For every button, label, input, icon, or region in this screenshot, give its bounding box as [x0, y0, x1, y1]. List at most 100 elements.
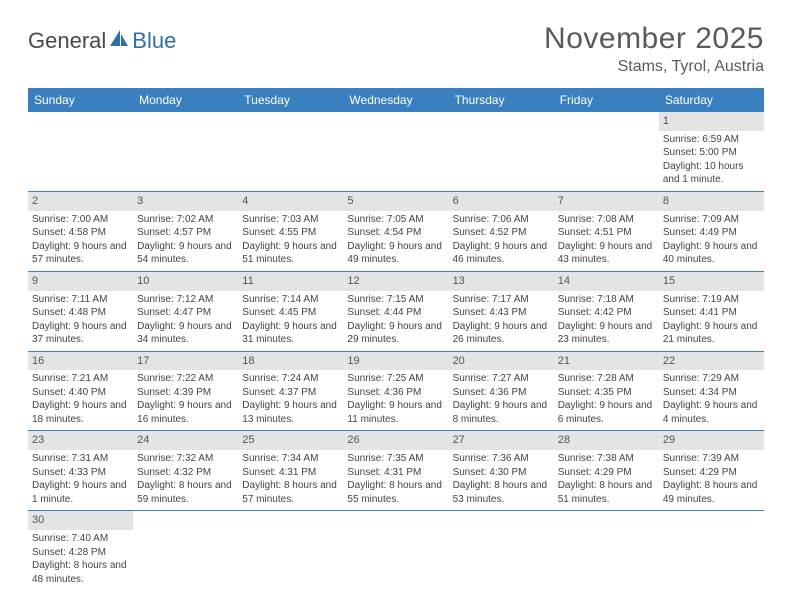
calendar-day-cell: 22Sunrise: 7:29 AMSunset: 4:34 PMDayligh…	[659, 351, 764, 431]
daylight-text: Daylight: 9 hours and 57 minutes.	[32, 240, 129, 267]
daylight-text: Daylight: 9 hours and 49 minutes.	[347, 240, 444, 267]
weekday-header: Thursday	[449, 88, 554, 112]
calendar-day-cell: 11Sunrise: 7:14 AMSunset: 4:45 PMDayligh…	[238, 271, 343, 351]
sunrise-text: Sunrise: 7:35 AM	[347, 452, 444, 466]
day-details: Sunrise: 7:40 AMSunset: 4:28 PMDaylight:…	[32, 532, 129, 586]
calendar-week-row: 16Sunrise: 7:21 AMSunset: 4:40 PMDayligh…	[28, 351, 764, 431]
sunrise-text: Sunrise: 7:36 AM	[453, 452, 550, 466]
daylight-text: Daylight: 9 hours and 1 minute.	[32, 479, 129, 506]
day-details: Sunrise: 7:34 AMSunset: 4:31 PMDaylight:…	[242, 452, 339, 506]
day-number: 13	[449, 272, 554, 291]
header: General Blue November 2025 Stams, Tyrol,…	[28, 22, 764, 76]
day-details: Sunrise: 7:05 AMSunset: 4:54 PMDaylight:…	[347, 213, 444, 267]
day-details: Sunrise: 7:08 AMSunset: 4:51 PMDaylight:…	[558, 213, 655, 267]
calendar-day-cell: 20Sunrise: 7:27 AMSunset: 4:36 PMDayligh…	[449, 351, 554, 431]
day-number: 23	[28, 431, 133, 450]
daylight-text: Daylight: 9 hours and 43 minutes.	[558, 240, 655, 267]
weekday-header: Friday	[554, 88, 659, 112]
daylight-text: Daylight: 10 hours and 1 minute.	[663, 160, 760, 187]
calendar-week-row: 23Sunrise: 7:31 AMSunset: 4:33 PMDayligh…	[28, 431, 764, 511]
calendar-day-cell: 9Sunrise: 7:11 AMSunset: 4:48 PMDaylight…	[28, 271, 133, 351]
daylight-text: Daylight: 9 hours and 16 minutes.	[137, 399, 234, 426]
sunrise-text: Sunrise: 7:12 AM	[137, 293, 234, 307]
calendar-day-cell	[238, 112, 343, 191]
daylight-text: Daylight: 8 hours and 57 minutes.	[242, 479, 339, 506]
sunset-text: Sunset: 4:58 PM	[32, 226, 129, 240]
day-number: 20	[449, 352, 554, 371]
day-details: Sunrise: 7:09 AMSunset: 4:49 PMDaylight:…	[663, 213, 760, 267]
month-title: November 2025	[544, 22, 764, 56]
day-details: Sunrise: 7:25 AMSunset: 4:36 PMDaylight:…	[347, 372, 444, 426]
sunset-text: Sunset: 4:49 PM	[663, 226, 760, 240]
daylight-text: Daylight: 9 hours and 23 minutes.	[558, 320, 655, 347]
sunset-text: Sunset: 4:33 PM	[32, 466, 129, 480]
day-number: 14	[554, 272, 659, 291]
sunrise-text: Sunrise: 7:15 AM	[347, 293, 444, 307]
day-details: Sunrise: 7:28 AMSunset: 4:35 PMDaylight:…	[558, 372, 655, 426]
sunrise-text: Sunrise: 7:24 AM	[242, 372, 339, 386]
sunset-text: Sunset: 4:41 PM	[663, 306, 760, 320]
sunrise-text: Sunrise: 7:09 AM	[663, 213, 760, 227]
sunset-text: Sunset: 4:29 PM	[558, 466, 655, 480]
daylight-text: Daylight: 9 hours and 54 minutes.	[137, 240, 234, 267]
day-number: 26	[343, 431, 448, 450]
sunrise-text: Sunrise: 7:17 AM	[453, 293, 550, 307]
sunset-text: Sunset: 4:31 PM	[242, 466, 339, 480]
calendar-day-cell: 21Sunrise: 7:28 AMSunset: 4:35 PMDayligh…	[554, 351, 659, 431]
day-details: Sunrise: 7:35 AMSunset: 4:31 PMDaylight:…	[347, 452, 444, 506]
daylight-text: Daylight: 9 hours and 51 minutes.	[242, 240, 339, 267]
calendar-week-row: 1Sunrise: 6:59 AMSunset: 5:00 PMDaylight…	[28, 112, 764, 191]
calendar-day-cell: 30 Sunrise: 7:40 AMSunset: 4:28 PMDayligh…	[28, 511, 133, 590]
day-details: Sunrise: 7:39 AMSunset: 4:29 PMDaylight:…	[663, 452, 760, 506]
daylight-text: Daylight: 9 hours and 26 minutes.	[453, 320, 550, 347]
sunrise-text: Sunrise: 7:40 AM	[32, 532, 129, 546]
title-block: November 2025 Stams, Tyrol, Austria	[544, 22, 764, 76]
calendar-day-cell: 14 Sunrise: 7:18 AMSunset: 4:42 PMDayligh…	[554, 271, 659, 351]
day-details: Sunrise: 7:27 AMSunset: 4:36 PMDaylight:…	[453, 372, 550, 426]
day-number: 24	[133, 431, 238, 450]
daylight-text: Daylight: 8 hours and 59 minutes.	[137, 479, 234, 506]
sunset-text: Sunset: 4:42 PM	[558, 306, 655, 320]
sunset-text: Sunset: 4:32 PM	[137, 466, 234, 480]
sunset-text: Sunset: 4:48 PM	[32, 306, 129, 320]
day-number: 30	[28, 511, 133, 530]
weekday-header-row: Sunday Monday Tuesday Wednesday Thursday…	[28, 88, 764, 112]
day-details: Sunrise: 7:12 AMSunset: 4:47 PMDaylight:…	[137, 293, 234, 347]
day-details: Sunrise: 7:02 AMSunset: 4:57 PMDaylight:…	[137, 213, 234, 267]
sunrise-text: Sunrise: 7:14 AM	[242, 293, 339, 307]
daylight-text: Daylight: 9 hours and 46 minutes.	[453, 240, 550, 267]
sunrise-text: Sunrise: 7:18 AM	[558, 293, 655, 307]
calendar-day-cell	[343, 112, 448, 191]
calendar-day-cell: 23 Sunrise: 7:31 AMSunset: 4:33 PMDayligh…	[28, 431, 133, 511]
sunrise-text: Sunrise: 7:08 AM	[558, 213, 655, 227]
sunset-text: Sunset: 4:40 PM	[32, 386, 129, 400]
day-details: Sunrise: 7:15 AMSunset: 4:44 PMDaylight:…	[347, 293, 444, 347]
sunset-text: Sunset: 4:29 PM	[663, 466, 760, 480]
sunset-text: Sunset: 4:36 PM	[453, 386, 550, 400]
sunrise-text: Sunrise: 7:28 AM	[558, 372, 655, 386]
calendar-day-cell: 15Sunrise: 7:19 AMSunset: 4:41 PMDayligh…	[659, 271, 764, 351]
calendar-day-cell: 19Sunrise: 7:25 AMSunset: 4:36 PMDayligh…	[343, 351, 448, 431]
sunset-text: Sunset: 4:34 PM	[663, 386, 760, 400]
day-number: 11	[238, 272, 343, 291]
day-number: 6	[449, 192, 554, 211]
daylight-text: Daylight: 9 hours and 6 minutes.	[558, 399, 655, 426]
sunset-text: Sunset: 4:39 PM	[137, 386, 234, 400]
day-number: 5	[343, 192, 448, 211]
sunrise-text: Sunrise: 7:31 AM	[32, 452, 129, 466]
day-details: Sunrise: 7:38 AMSunset: 4:29 PMDaylight:…	[558, 452, 655, 506]
day-number: 25	[238, 431, 343, 450]
sunset-text: Sunset: 4:52 PM	[453, 226, 550, 240]
calendar-day-cell: 25 Sunrise: 7:34 AMSunset: 4:31 PMDayligh…	[238, 431, 343, 511]
day-number: 1	[659, 112, 764, 131]
day-number: 2	[28, 192, 133, 211]
day-number: 29	[659, 431, 764, 450]
day-details: Sunrise: 7:32 AMSunset: 4:32 PMDaylight:…	[137, 452, 234, 506]
calendar-day-cell: 3Sunrise: 7:02 AMSunset: 4:57 PMDaylight…	[133, 191, 238, 271]
location: Stams, Tyrol, Austria	[544, 58, 764, 76]
calendar-day-cell	[133, 511, 238, 590]
calendar-day-cell	[238, 511, 343, 590]
sunset-text: Sunset: 4:28 PM	[32, 546, 129, 560]
calendar-day-cell: 28Sunrise: 7:38 AMSunset: 4:29 PMDayligh…	[554, 431, 659, 511]
sunset-text: Sunset: 4:45 PM	[242, 306, 339, 320]
